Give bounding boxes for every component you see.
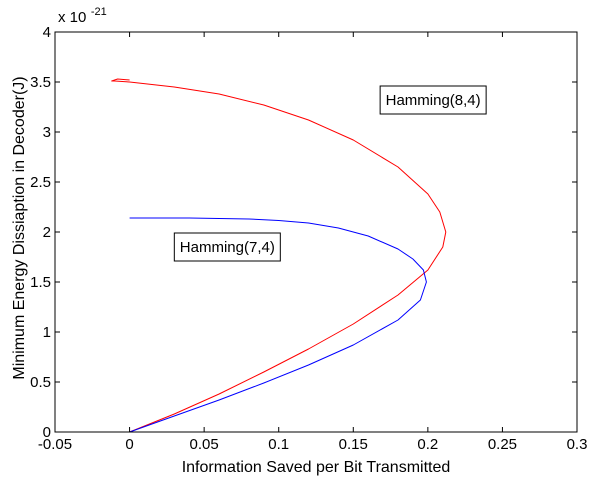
annotation-label: Hamming(7,4) [180,239,275,256]
y-tick-label: 2 [43,224,51,241]
annotation-box: Hamming(8,4) [379,85,487,115]
y-tick-label: 4 [43,24,51,41]
x-tick-label: 0.15 [339,436,368,453]
series-group [111,78,447,433]
x-tick-label: 0 [125,436,133,453]
x-tick-label: 0.3 [567,436,588,453]
annotation-label: Hamming(8,4) [386,92,481,109]
y-axis-label: Minimum Energy Dissiaption in Decoder(J) [11,76,28,379]
plot-frame [54,31,578,433]
y-multiplier-base: x 10 [58,9,86,26]
y-tick-label: 1 [43,324,51,341]
x-tick-label: 0.2 [417,436,438,453]
x-tick-label: 0.25 [488,436,517,453]
y-tick-label: 0.5 [30,374,51,391]
y-tick-label: 3.5 [30,74,51,91]
annotations: Hamming(8,4) Hamming(7,4) [173,85,487,262]
y-axis: 0 0.5 1 1.5 2 2.5 3 3.5 4 [30,24,577,441]
x-tick-label: 0.1 [268,436,289,453]
x-tick-label: -0.05 [38,436,72,453]
series-line-1 [111,78,447,433]
x-axis-label: Information Saved per Bit Transmitted [182,459,451,476]
y-multiplier-exponent: -21 [91,6,107,18]
x-axis: -0.05 0 0.05 0.1 0.15 0.2 0.25 0.3 [38,32,588,453]
series-line-2 [129,217,427,433]
y-tick-label: 2.5 [30,174,51,191]
annotation-frame [173,232,281,262]
annotation-box: Hamming(7,4) [173,232,281,262]
y-tick-label: 0 [43,424,51,441]
y-tick-label: 3 [43,124,51,141]
annotation-frame [379,85,487,115]
y-axis-multiplier: x 10 -21 [58,6,107,26]
y-tick-label: 1.5 [30,274,51,291]
x-tick-label: 0.05 [190,436,219,453]
